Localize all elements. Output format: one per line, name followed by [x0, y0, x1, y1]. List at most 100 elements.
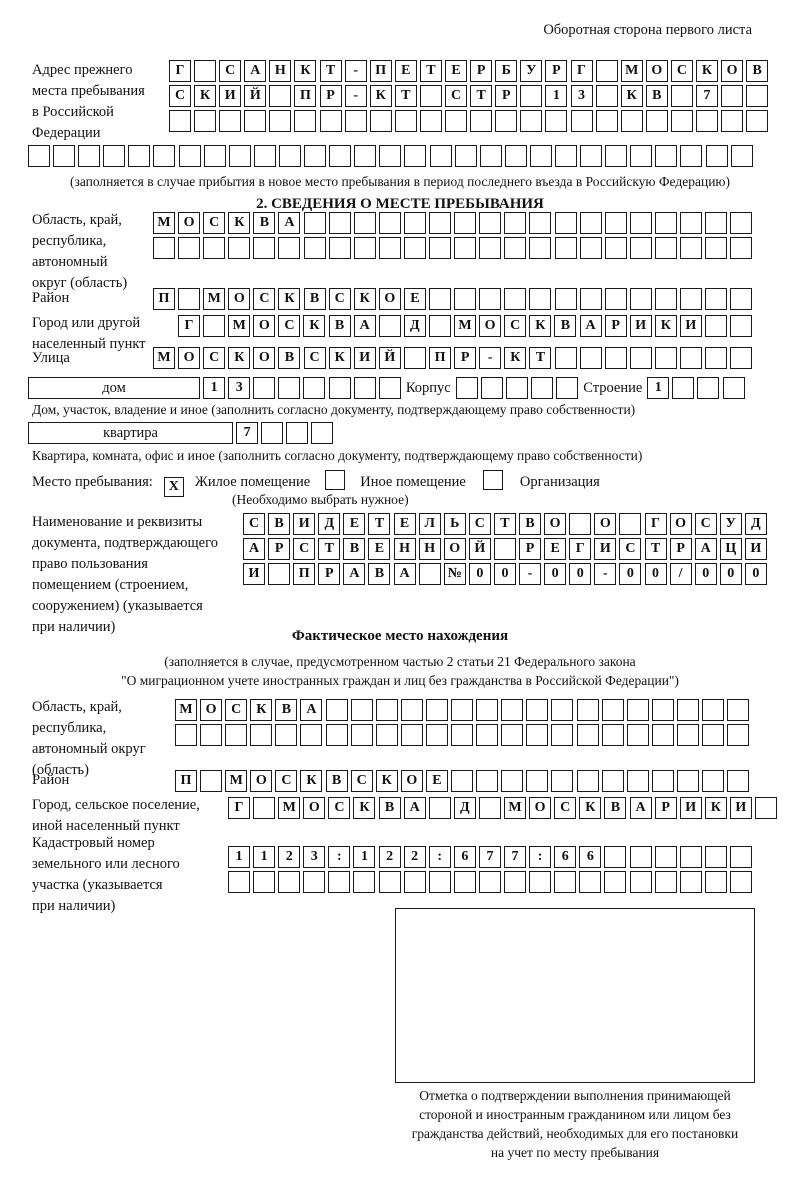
form-cell[interactable] — [620, 110, 643, 132]
form-cell[interactable] — [278, 377, 301, 399]
cadastral-row[interactable] — [228, 871, 755, 893]
form-cell[interactable] — [529, 237, 552, 259]
form-cell[interactable]: А — [353, 315, 376, 337]
form-cell[interactable]: К — [303, 315, 326, 337]
actual-region-row[interactable] — [175, 724, 752, 746]
form-cell[interactable]: 6 — [554, 846, 577, 868]
form-cell[interactable]: И — [679, 797, 702, 819]
form-cell[interactable]: 0 — [619, 563, 642, 585]
form-cell[interactable]: К — [654, 315, 677, 337]
form-cell[interactable] — [730, 315, 753, 337]
form-cell[interactable] — [303, 237, 326, 259]
form-cell[interactable] — [253, 797, 276, 819]
form-cell[interactable] — [200, 724, 223, 746]
form-cell[interactable]: А — [244, 60, 267, 82]
form-cell[interactable]: Р — [268, 538, 291, 560]
form-cell[interactable] — [379, 145, 402, 167]
form-cell[interactable] — [651, 699, 674, 721]
stamp-area-box[interactable] — [395, 908, 755, 1083]
form-cell[interactable]: Т — [319, 60, 342, 82]
form-cell[interactable] — [403, 347, 426, 369]
form-cell[interactable]: Е — [403, 288, 426, 310]
form-cell[interactable] — [554, 871, 577, 893]
form-cell[interactable] — [378, 315, 401, 337]
form-cell[interactable]: И — [219, 85, 242, 107]
form-cell[interactable] — [228, 237, 251, 259]
form-cell[interactable]: О — [250, 770, 273, 792]
form-cell[interactable] — [556, 377, 579, 399]
form-cell[interactable] — [676, 724, 699, 746]
form-cell[interactable] — [419, 110, 442, 132]
form-cell[interactable]: М — [228, 315, 251, 337]
form-cell[interactable] — [425, 724, 448, 746]
form-cell[interactable] — [354, 145, 377, 167]
form-cell[interactable]: П — [293, 563, 316, 585]
form-cell[interactable]: Ц — [719, 538, 742, 560]
form-cell[interactable]: Р — [470, 60, 493, 82]
form-cell[interactable]: - — [594, 563, 617, 585]
form-cell[interactable] — [526, 724, 549, 746]
form-cell[interactable] — [451, 699, 474, 721]
form-cell[interactable] — [529, 145, 552, 167]
form-cell[interactable]: И — [679, 315, 702, 337]
form-cell[interactable] — [604, 846, 627, 868]
form-cell[interactable] — [504, 212, 527, 234]
form-cell[interactable] — [325, 724, 348, 746]
form-cell[interactable] — [378, 871, 401, 893]
form-cell[interactable] — [679, 212, 702, 234]
checkbox-inoe[interactable] — [325, 470, 346, 490]
form-cell[interactable]: О — [645, 60, 668, 82]
form-cell[interactable] — [670, 110, 693, 132]
form-cell[interactable]: Н — [393, 538, 416, 560]
form-cell[interactable] — [328, 212, 351, 234]
form-cell[interactable] — [253, 145, 276, 167]
form-cell[interactable] — [595, 85, 618, 107]
form-cell[interactable]: Й — [244, 85, 267, 107]
form-cell[interactable]: М — [175, 699, 197, 721]
form-cell[interactable]: М — [153, 347, 175, 369]
form-cell[interactable] — [721, 110, 744, 132]
form-cell[interactable]: 7 — [504, 846, 527, 868]
form-cell[interactable] — [228, 145, 251, 167]
form-cell[interactable]: Б — [495, 60, 518, 82]
form-cell[interactable] — [705, 288, 728, 310]
form-cell[interactable] — [454, 145, 477, 167]
form-cell[interactable] — [701, 770, 724, 792]
form-cell[interactable]: Т — [644, 538, 667, 560]
form-cell[interactable]: 6 — [453, 846, 476, 868]
form-cell[interactable]: К — [579, 797, 602, 819]
form-cell[interactable] — [328, 237, 351, 259]
form-cell[interactable] — [605, 145, 628, 167]
form-cell[interactable]: В — [268, 513, 291, 535]
form-cell[interactable] — [679, 347, 702, 369]
form-cell[interactable]: В — [328, 315, 351, 337]
form-cell[interactable] — [730, 237, 753, 259]
form-cell[interactable]: В — [519, 513, 542, 535]
form-cell[interactable] — [676, 699, 699, 721]
form-cell[interactable]: О — [669, 513, 692, 535]
form-cell[interactable] — [695, 110, 718, 132]
form-cell[interactable]: К — [504, 347, 527, 369]
form-cell[interactable] — [504, 145, 527, 167]
form-cell[interactable] — [286, 422, 309, 444]
form-cell[interactable] — [526, 699, 549, 721]
form-cell[interactable] — [576, 770, 599, 792]
form-cell[interactable]: М — [225, 770, 248, 792]
form-cell[interactable] — [353, 237, 376, 259]
form-cell[interactable] — [203, 315, 226, 337]
form-cell[interactable]: 7 — [236, 422, 259, 444]
form-cell[interactable] — [178, 145, 201, 167]
form-cell[interactable] — [311, 422, 334, 444]
form-cell[interactable] — [504, 237, 527, 259]
form-cell[interactable]: О — [253, 315, 276, 337]
form-cell[interactable] — [400, 699, 423, 721]
form-cell[interactable] — [303, 377, 326, 399]
form-cell[interactable] — [705, 237, 728, 259]
form-cell[interactable]: О — [228, 288, 251, 310]
form-cell[interactable]: Н — [269, 60, 292, 82]
form-cell[interactable] — [428, 797, 451, 819]
form-cell[interactable] — [654, 288, 677, 310]
form-cell[interactable] — [328, 871, 351, 893]
